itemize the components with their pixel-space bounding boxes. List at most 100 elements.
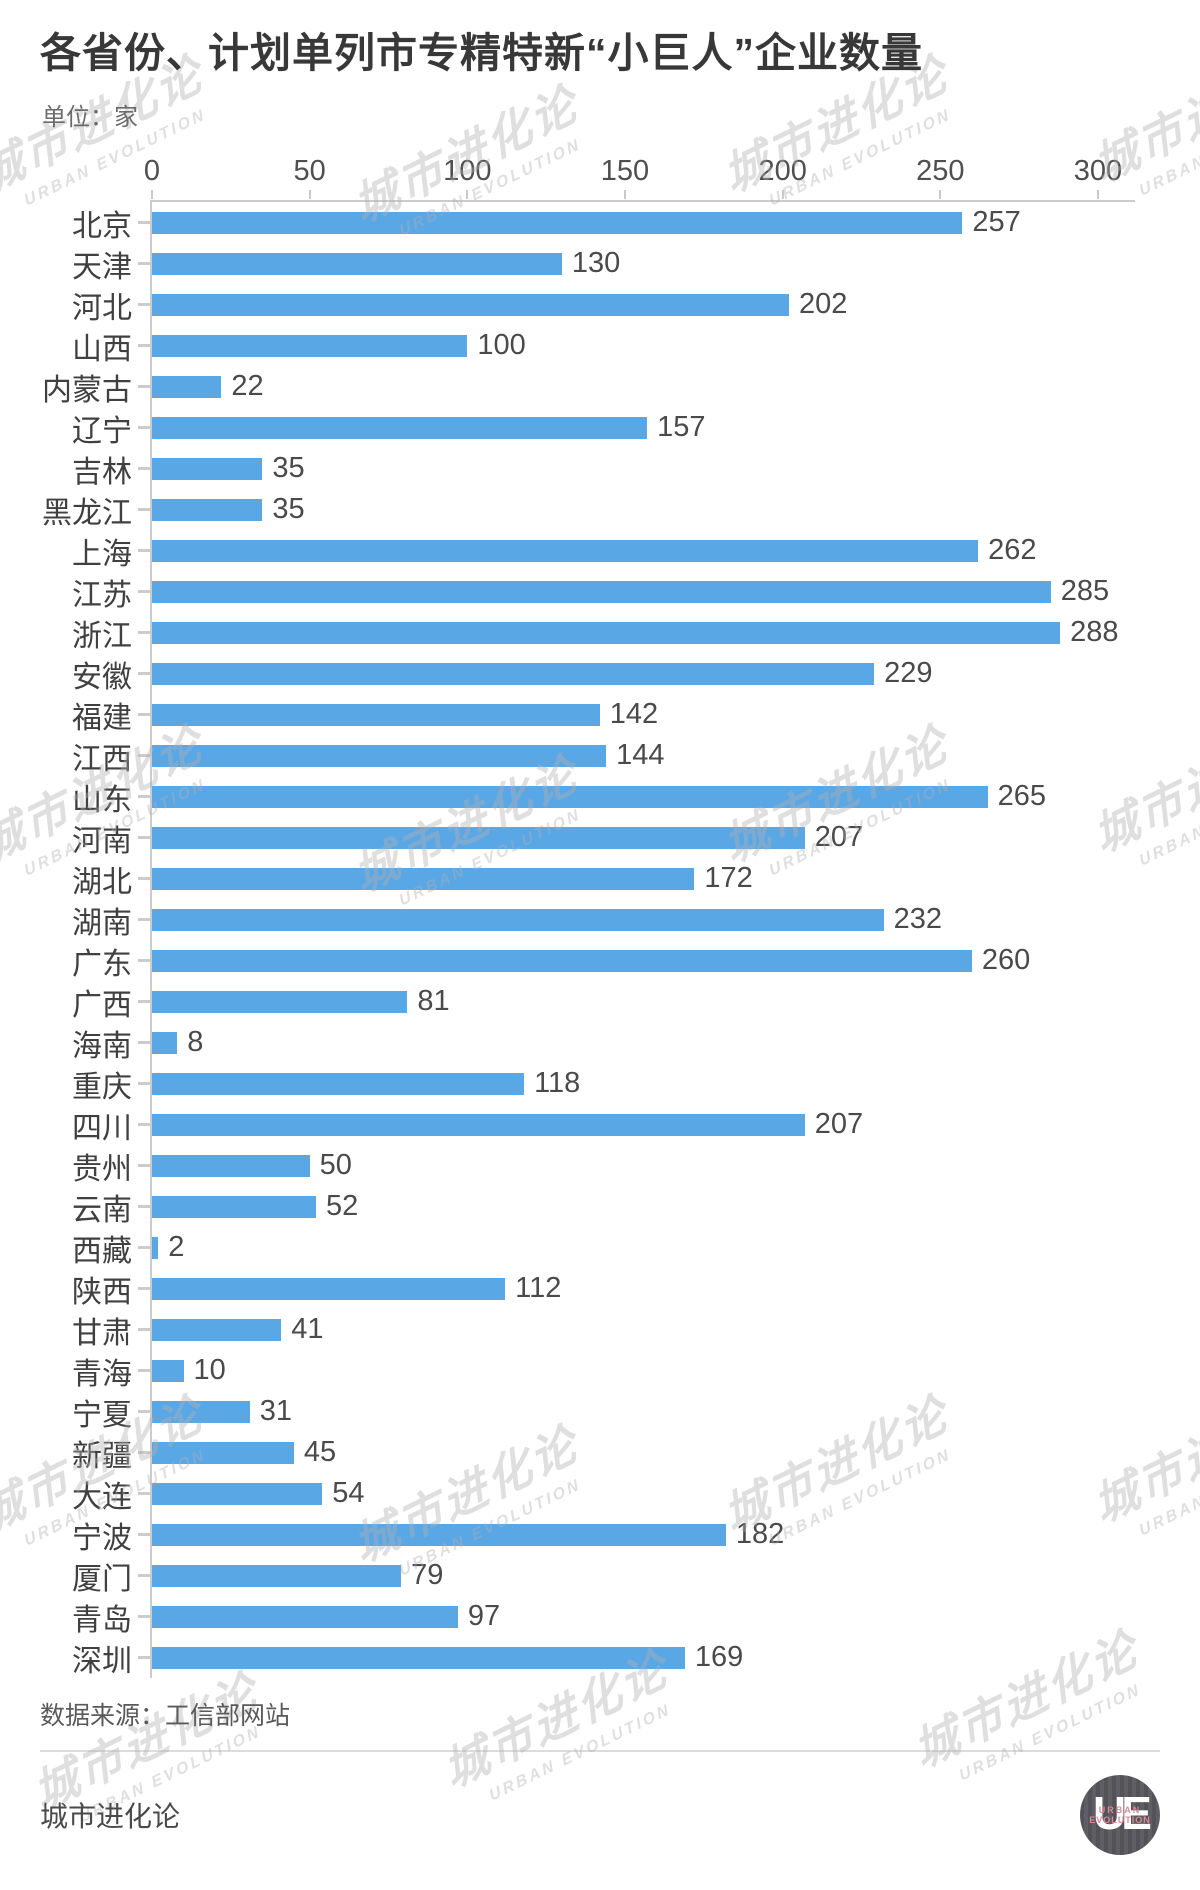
x-axis-line — [150, 200, 1135, 203]
bar-value-label: 207 — [814, 1108, 864, 1141]
bar-track: 35 — [150, 448, 1098, 490]
category-label: 河南 — [0, 816, 150, 860]
bar-track: 118 — [150, 1063, 1098, 1105]
bar-row: 江西 144 — [0, 735, 1200, 777]
bar — [152, 908, 884, 931]
bar-track: 157 — [150, 407, 1098, 449]
category-label: 山西 — [0, 324, 150, 368]
bar — [152, 1154, 310, 1177]
brand-name: 城市进化论 — [40, 1801, 181, 1833]
bar — [152, 1236, 159, 1259]
bar — [152, 867, 695, 890]
bar — [152, 1072, 525, 1095]
page-title: 各省份、计划单列市专精特新“小巨人”企业数量 — [40, 30, 923, 76]
bar — [152, 1523, 726, 1546]
bar — [152, 1359, 184, 1382]
bar-value-label: 262 — [988, 534, 1037, 567]
x-axis-tick-label: 250 — [916, 155, 965, 188]
logo-subtext: URBAN EVOLUTION — [1080, 1805, 1160, 1825]
bar-value-label: 229 — [884, 657, 933, 690]
bar-value-label: 52 — [325, 1190, 359, 1223]
bar-track: 142 — [150, 694, 1098, 736]
bar-value-label: 8 — [187, 1026, 204, 1059]
bar — [152, 1400, 250, 1423]
category-tick — [138, 385, 150, 389]
bar — [152, 1605, 458, 1628]
category-label: 云南 — [0, 1185, 150, 1229]
category-tick — [138, 262, 150, 266]
category-label: 甘肃 — [0, 1308, 150, 1352]
category-tick — [138, 1041, 150, 1045]
bar — [152, 785, 988, 808]
bar-row: 山西 100 — [0, 324, 1200, 368]
bar-row: 吉林 35 — [0, 448, 1200, 490]
category-label: 山东 — [0, 775, 150, 819]
category-label: 湖北 — [0, 857, 150, 901]
bar-track: 97 — [150, 1596, 1098, 1638]
category-tick — [138, 549, 150, 553]
x-axis-ticks — [151, 190, 1099, 200]
bar-track: 22 — [150, 366, 1098, 408]
category-label: 浙江 — [0, 611, 150, 655]
bar-track: 202 — [150, 284, 1098, 326]
bar-track: 54 — [150, 1473, 1098, 1515]
bar-track: 10 — [150, 1350, 1098, 1392]
bar-row: 安徽 229 — [0, 652, 1200, 696]
ue-logo-icon: UE URBAN EVOLUTION — [1080, 1775, 1160, 1856]
bar — [152, 1318, 282, 1341]
category-tick — [138, 1615, 150, 1619]
bar — [152, 703, 600, 726]
bar-row: 辽宁 157 — [0, 406, 1200, 450]
bar-row: 大连 54 — [0, 1473, 1200, 1515]
category-label: 安徽 — [0, 652, 150, 696]
category-tick — [138, 1574, 150, 1578]
category-tick — [138, 795, 150, 799]
x-axis-tick-mark — [466, 190, 469, 200]
category-label: 辽宁 — [0, 406, 150, 450]
category-tick — [138, 672, 150, 676]
bar-value-label: 202 — [798, 288, 848, 321]
bar — [152, 457, 263, 480]
bar-row: 湖北 172 — [0, 857, 1200, 901]
bar-value-label: 130 — [571, 247, 621, 280]
bar-value-label: 2 — [168, 1231, 185, 1264]
bar-track: 130 — [150, 243, 1098, 285]
bar-value-label: 35 — [272, 493, 305, 526]
bar — [152, 1646, 685, 1669]
bar-track: 207 — [150, 817, 1098, 859]
bar-row: 河北 202 — [0, 284, 1200, 326]
bar-track: 81 — [150, 981, 1098, 1023]
bar-value-label: 10 — [193, 1354, 226, 1387]
bar-track: 172 — [150, 858, 1098, 900]
bar-row: 厦门 79 — [0, 1555, 1200, 1597]
bar — [152, 1482, 323, 1505]
category-tick — [138, 713, 150, 717]
bar-value-label: 257 — [972, 206, 1021, 239]
category-label: 西藏 — [0, 1226, 150, 1270]
bar-track: 100 — [150, 325, 1098, 367]
x-axis-tick-label: 300 — [1073, 155, 1123, 188]
category-label: 湖南 — [0, 898, 150, 942]
bar — [152, 1113, 805, 1136]
bar — [152, 580, 1051, 603]
x-axis-labels: 0 50 100 150 200 250 300 — [144, 154, 1122, 190]
x-axis-tick-mark — [1097, 190, 1099, 200]
bar-track: 50 — [150, 1145, 1098, 1187]
x-axis-tick-label: 50 — [293, 155, 326, 188]
bar-track: 207 — [150, 1104, 1098, 1146]
bar — [152, 990, 408, 1013]
category-tick — [138, 426, 150, 430]
bar — [152, 252, 562, 275]
category-tick — [138, 508, 150, 512]
bar — [152, 744, 607, 767]
bar-value-label: 45 — [303, 1436, 337, 1469]
category-tick — [138, 1205, 150, 1209]
bar-track: 45 — [150, 1432, 1098, 1474]
bar — [152, 498, 263, 521]
bar-value-label: 260 — [981, 944, 1031, 977]
bar-value-label: 22 — [231, 370, 264, 403]
bar-row: 宁夏 31 — [0, 1391, 1200, 1433]
bar-row: 四川 207 — [0, 1104, 1200, 1146]
category-label: 宁波 — [0, 1513, 150, 1557]
x-axis-tick-label: 0 — [143, 155, 161, 188]
